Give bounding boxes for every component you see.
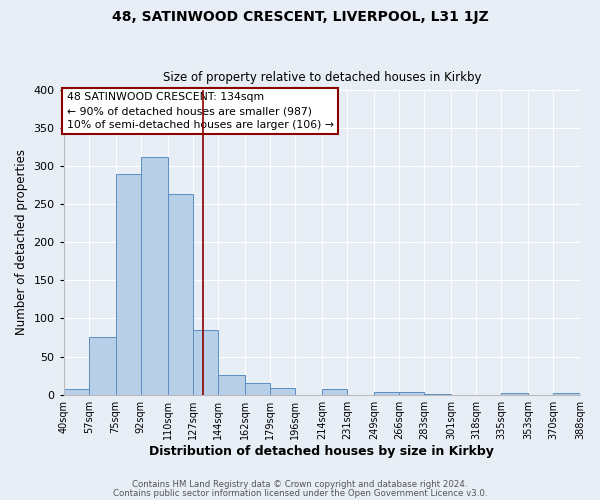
Bar — [245, 382, 270, 394]
Text: 48 SATINWOOD CRESCENT: 134sqm
← 90% of detached houses are smaller (987)
10% of : 48 SATINWOOD CRESCENT: 134sqm ← 90% of d… — [67, 92, 334, 130]
Bar — [374, 392, 399, 394]
Bar — [399, 392, 424, 394]
Text: Contains HM Land Registry data © Crown copyright and database right 2024.: Contains HM Land Registry data © Crown c… — [132, 480, 468, 489]
Y-axis label: Number of detached properties: Number of detached properties — [15, 150, 28, 336]
Bar — [218, 375, 245, 394]
Bar — [167, 194, 193, 394]
Bar — [193, 330, 218, 394]
Bar — [116, 174, 141, 394]
Text: Contains public sector information licensed under the Open Government Licence v3: Contains public sector information licen… — [113, 490, 487, 498]
Bar — [270, 388, 295, 394]
Bar — [89, 337, 116, 394]
Bar — [502, 393, 528, 394]
X-axis label: Distribution of detached houses by size in Kirkby: Distribution of detached houses by size … — [149, 444, 494, 458]
Title: Size of property relative to detached houses in Kirkby: Size of property relative to detached ho… — [163, 72, 481, 85]
Bar — [141, 157, 167, 394]
Bar — [64, 388, 89, 394]
Bar — [322, 388, 347, 394]
Bar — [553, 393, 580, 394]
Text: 48, SATINWOOD CRESCENT, LIVERPOOL, L31 1JZ: 48, SATINWOOD CRESCENT, LIVERPOOL, L31 1… — [112, 10, 488, 24]
